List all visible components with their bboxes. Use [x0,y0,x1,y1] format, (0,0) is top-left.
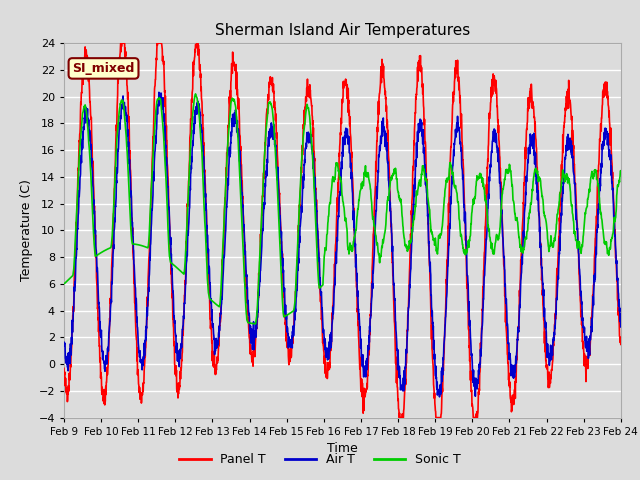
X-axis label: Time: Time [327,442,358,455]
Title: Sherman Island Air Temperatures: Sherman Island Air Temperatures [215,23,470,38]
Y-axis label: Temperature (C): Temperature (C) [20,180,33,281]
Text: SI_mixed: SI_mixed [72,62,135,75]
Legend: Panel T, Air T, Sonic T: Panel T, Air T, Sonic T [174,448,466,471]
